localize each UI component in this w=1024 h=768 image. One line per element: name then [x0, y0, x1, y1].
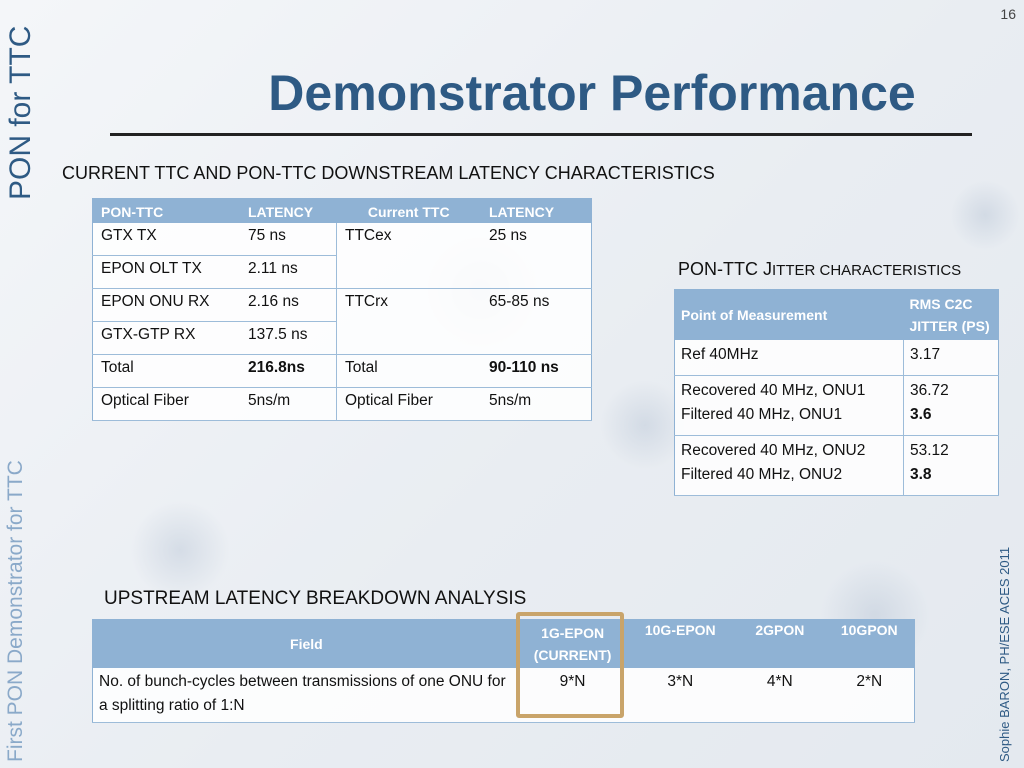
table-row: Optical Fiber 5ns/m Optical Fiber 5ns/m	[92, 387, 592, 421]
upstream-heading: UPSTREAM LATENCY BREAKDOWN ANALYSIS	[104, 588, 527, 609]
table-cell: 4*N	[735, 668, 825, 723]
table-row: EPON OLT TX 2.11 ns	[92, 255, 592, 289]
jitter-heading: PON-TTC JITTER CHARACTERISTICS	[678, 259, 961, 280]
table-cell: Optical Fiber	[336, 387, 481, 421]
measurement-point: Recovered 40 MHz, ONU2	[681, 442, 866, 459]
table-row: GTX-GTP RX 137.5 ns	[92, 321, 592, 355]
table-header-row: PON-TTC LATENCY Current TTC LATENCY	[92, 198, 592, 223]
table-cell: Total	[92, 354, 240, 388]
table-cell	[336, 321, 481, 355]
background-dot	[130, 500, 230, 600]
table-cell: 2.16 ns	[240, 288, 337, 322]
measurement-point: Filtered 40 MHz, ONU1	[681, 406, 843, 423]
table-cell: 65-85 ns	[481, 288, 592, 322]
table-header: 10GPON	[824, 619, 915, 668]
jitter-table: Point of Measurement RMS C2C JITTER (PS)…	[674, 289, 999, 496]
table-header: LATENCY	[240, 198, 337, 223]
table-row: No. of bunch-cycles between transmission…	[92, 668, 915, 723]
table-header: PON-TTC	[92, 198, 240, 223]
downstream-heading: CURRENT TTC AND PON-TTC DOWNSTREAM LATEN…	[62, 163, 715, 183]
table-cell: 216.8ns	[240, 354, 337, 388]
jitter-value: 3.6	[910, 406, 932, 423]
table-cell: 5ns/m	[481, 387, 592, 421]
table-cell: 75 ns	[240, 223, 337, 256]
table-cell: 3.17	[903, 340, 999, 376]
table-row: EPON ONU RX 2.16 ns TTCrx 65-85 ns	[92, 288, 592, 322]
page-number: 16	[1000, 6, 1016, 22]
table-header: RMS C2C JITTER (PS)	[903, 289, 999, 340]
table-cell: TTCrx	[336, 288, 481, 322]
table-cell: 2.11 ns	[240, 255, 337, 289]
table-cell: Ref 40MHz	[674, 340, 904, 376]
table-row: Ref 40MHz 3.17	[674, 340, 999, 376]
jitter-heading-part2: ITTER CHARACTERISTICS	[772, 262, 962, 279]
measurement-point: Filtered 40 MHz, ONU2	[681, 466, 843, 483]
title-divider	[110, 133, 972, 136]
upstream-latency-table: Field 1G-EPON (CURRENT) 10G-EPON 2GPON 1…	[92, 619, 915, 723]
jitter-value: 3.8	[910, 466, 932, 483]
table-cell: 25 ns	[481, 223, 592, 256]
downstream-latency-table: PON-TTC LATENCY Current TTC LATENCY GTX …	[92, 198, 592, 421]
current-column-highlight	[516, 612, 624, 718]
table-cell: 5ns/m	[240, 387, 337, 421]
table-row: Recovered 40 MHz, ONU1 Filtered 40 MHz, …	[674, 375, 999, 436]
background-dot	[950, 180, 1020, 250]
table-cell: EPON OLT TX	[92, 255, 240, 289]
table-cell: Total	[336, 354, 481, 388]
table-header: LATENCY	[481, 198, 592, 223]
table-cell: 2*N	[824, 668, 915, 723]
measurement-point: Recovered 40 MHz, ONU1	[681, 382, 866, 399]
table-cell: 36.72 3.6	[903, 375, 999, 436]
table-cell: 137.5 ns	[240, 321, 337, 355]
jitter-value: 36.72	[910, 382, 949, 399]
table-header: Field	[92, 619, 520, 668]
measurement-point: Ref 40MHz	[681, 346, 759, 363]
jitter-value: 53.12	[910, 442, 949, 459]
page-title: Demonstrator Performance	[268, 65, 916, 121]
sidebar-author-info: Sophie BARON, PH/ESE ACES 2011	[997, 546, 1012, 762]
table-cell: Recovered 40 MHz, ONU1 Filtered 40 MHz, …	[674, 375, 904, 436]
table-cell: TTCex	[336, 223, 481, 256]
table-header: 10G-EPON	[625, 619, 736, 668]
table-header: Point of Measurement	[674, 289, 904, 340]
table-row: GTX TX 75 ns TTCex 25 ns	[92, 223, 592, 256]
table-cell: Optical Fiber	[92, 387, 240, 421]
table-cell: GTX TX	[92, 223, 240, 256]
table-row: Recovered 40 MHz, ONU2 Filtered 40 MHz, …	[674, 435, 999, 496]
table-cell: 3*N	[625, 668, 736, 723]
table-cell: 90-110 ns	[481, 354, 592, 388]
sidebar-title-top: PON for TTC	[4, 25, 37, 200]
jitter-value: 3.17	[910, 346, 941, 363]
table-cell: 53.12 3.8	[903, 435, 999, 496]
table-cell	[481, 255, 592, 289]
jitter-heading-part1: PON-TTC J	[678, 259, 772, 279]
table-cell: Recovered 40 MHz, ONU2 Filtered 40 MHz, …	[674, 435, 904, 496]
table-header-row: Point of Measurement RMS C2C JITTER (PS)	[674, 289, 999, 340]
table-cell: GTX-GTP RX	[92, 321, 240, 355]
table-row: Total 216.8ns Total 90-110 ns	[92, 354, 592, 388]
table-header-row: Field 1G-EPON (CURRENT) 10G-EPON 2GPON 1…	[92, 619, 915, 668]
table-cell: No. of bunch-cycles between transmission…	[92, 668, 520, 723]
table-cell: EPON ONU RX	[92, 288, 240, 322]
sidebar-title-bottom: First PON Demonstrator for TTC	[4, 460, 27, 762]
table-cell: 9*N	[519, 668, 626, 723]
table-cell	[336, 255, 481, 289]
table-header: 2GPON	[735, 619, 825, 668]
table-cell	[481, 321, 592, 355]
table-header: 1G-EPON (CURRENT)	[519, 619, 626, 668]
table-header: Current TTC	[336, 198, 481, 223]
